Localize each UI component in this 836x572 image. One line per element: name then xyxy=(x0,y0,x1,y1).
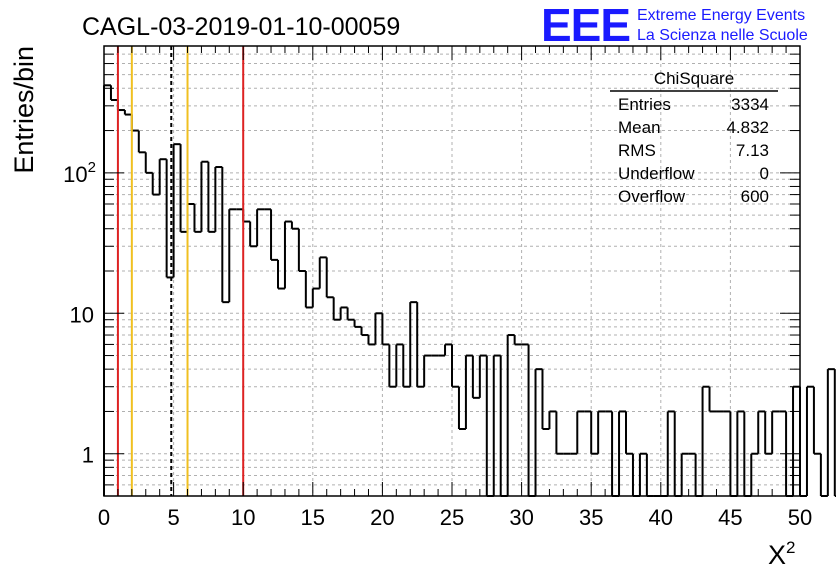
org-name-line1: Extreme Energy Events xyxy=(637,7,805,24)
stats-row-label: Underflow xyxy=(618,164,695,183)
stats-row-label: Mean xyxy=(618,118,661,137)
x-axis-label: X2 xyxy=(768,538,795,570)
chart-title: CAGL-03-2019-01-10-00059 xyxy=(82,13,400,41)
grid xyxy=(103,45,801,497)
x-tick-label: 50 xyxy=(788,505,812,530)
stats-rows: Entries 3334 Mean 4.832 RMS 7.13 Underflow 0 Ove… xyxy=(618,95,769,206)
y-tick-label-exp: 2 xyxy=(88,159,96,176)
x-tick-label: 5 xyxy=(167,505,179,530)
x-tick-label: 30 xyxy=(509,505,533,530)
x-tick-label: 25 xyxy=(440,505,464,530)
histogram-series xyxy=(103,84,836,497)
org-name-line2: La Scienza nelle Scuole xyxy=(637,27,808,44)
stats-row-value: 7.13 xyxy=(736,141,769,160)
x-tick-label: 20 xyxy=(370,505,394,530)
stats-row-label: Entries xyxy=(618,95,671,114)
stats-title: ChiSquare xyxy=(654,69,734,88)
reference-lines xyxy=(116,46,245,496)
stats-row-label: Overflow xyxy=(618,187,686,206)
x-tick-label: 45 xyxy=(718,505,742,530)
axis-ticks xyxy=(103,45,801,497)
y-tick-label: 1 xyxy=(82,443,94,468)
x-tick-label: 0 xyxy=(98,505,110,530)
stats-row-value: 0 xyxy=(760,164,769,183)
x-tick-label: 35 xyxy=(579,505,603,530)
x-axis-label-sup: 2 xyxy=(786,538,795,557)
x-tick-label: 10 xyxy=(231,505,255,530)
x-tick-label: 40 xyxy=(649,505,673,530)
x-axis-label-main: X xyxy=(768,540,786,570)
eee-logo: EEE xyxy=(541,0,630,51)
y-tick-label-base: 10 xyxy=(63,162,87,187)
stats-row-value: 4.832 xyxy=(726,118,769,137)
y-axis-label: Entries/bin xyxy=(9,46,39,174)
stats-row-label: RMS xyxy=(618,141,656,160)
stats-box: ChiSquare Entries 3334 Mean 4.832 RMS 7.13 Und… xyxy=(610,69,778,206)
y-tick-label: 10 xyxy=(70,302,94,327)
stats-row-value: 600 xyxy=(741,187,769,206)
stats-row-value: 3334 xyxy=(731,95,769,114)
y-tick-label: 102 xyxy=(63,159,96,187)
x-tick-label: 15 xyxy=(301,505,325,530)
